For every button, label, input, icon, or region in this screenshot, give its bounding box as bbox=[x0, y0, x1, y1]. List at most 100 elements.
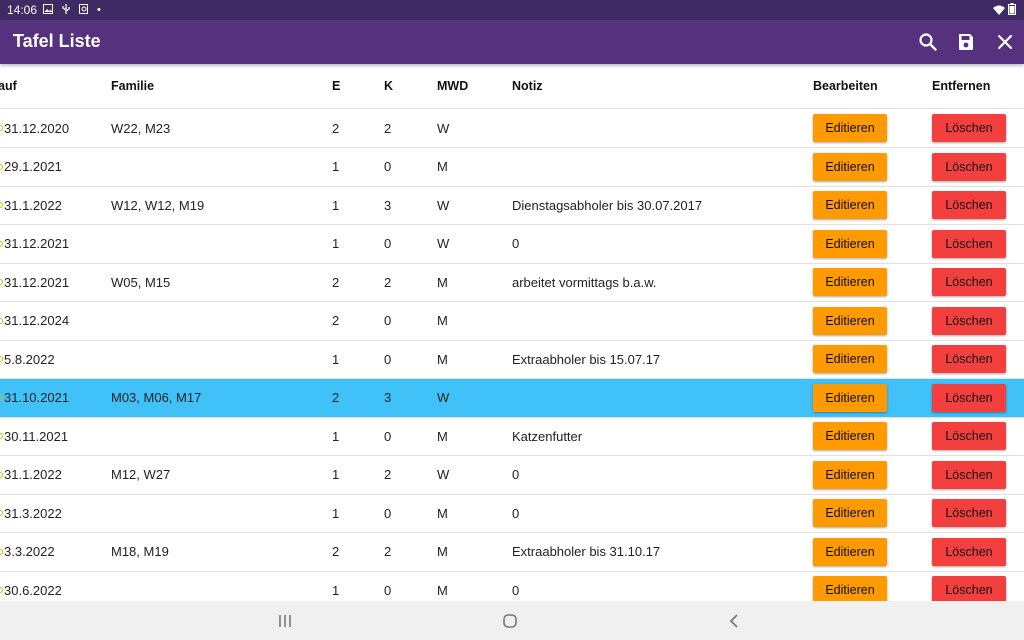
delete-button[interactable]: Löschen bbox=[932, 460, 1006, 489]
status-time: 14:06 bbox=[7, 3, 38, 17]
table-row[interactable]: 31.3.2022 1 0 M 0 Editieren Löschen bbox=[0, 494, 1024, 533]
row-e: 1 bbox=[332, 351, 340, 367]
row-familie: M18, M19 bbox=[111, 544, 169, 559]
row-lauf: 29.1.2021 bbox=[0, 148, 62, 186]
delete-button[interactable]: Löschen bbox=[932, 268, 1006, 296]
edit-button[interactable]: Editieren bbox=[813, 460, 887, 489]
delete-button[interactable]: Löschen bbox=[932, 576, 1006, 601]
row-lauf-text: 31.1.2022 bbox=[4, 467, 62, 482]
status-bar: 14:06 • bbox=[0, 0, 1024, 20]
row-mwd: M bbox=[437, 159, 448, 174]
close-icon[interactable] bbox=[995, 32, 1015, 52]
row-lauf-text: 30.6.2022 bbox=[4, 582, 62, 598]
row-edit-cell: Editieren bbox=[813, 340, 887, 378]
delete-button[interactable]: Löschen bbox=[932, 537, 1006, 566]
status-dot-icon bbox=[0, 356, 3, 362]
row-k: 0 bbox=[384, 351, 392, 367]
table-row[interactable]: 31.12.2024 2 0 M Editieren Löschen bbox=[0, 302, 1024, 341]
row-lauf-text: 31.12.2024 bbox=[4, 313, 70, 328]
status-dot-icon bbox=[0, 240, 3, 247]
table-row[interactable]: 30.6.2022 1 0 M 0 Editieren Löschen bbox=[0, 571, 1024, 601]
row-delete-cell: Löschen bbox=[932, 263, 1006, 301]
delete-button[interactable]: Löschen bbox=[932, 345, 1006, 373]
row-lauf-text: 31.3.2022 bbox=[4, 505, 62, 521]
edit-button[interactable]: Editieren bbox=[813, 114, 887, 142]
row-edit-cell: Editieren bbox=[813, 494, 887, 532]
row-delete-cell: Löschen bbox=[932, 379, 1006, 417]
system-nav-bar bbox=[0, 601, 1024, 640]
row-e: 1 bbox=[332, 197, 340, 213]
delete-button[interactable]: Löschen bbox=[932, 306, 1006, 335]
row-delete-cell: Löschen bbox=[932, 494, 1006, 532]
delete-button[interactable]: Löschen bbox=[932, 191, 1006, 219]
delete-button[interactable]: Löschen bbox=[932, 383, 1006, 412]
edit-button[interactable]: Editieren bbox=[813, 229, 887, 258]
delete-button[interactable]: Löschen bbox=[932, 114, 1006, 142]
table-row[interactable]: 3.3.2022 M18, M19 2 2 M Extraabholer bis 31.1… bbox=[0, 533, 1024, 572]
search-icon[interactable] bbox=[918, 32, 938, 52]
row-delete-cell: Löschen bbox=[932, 109, 1006, 147]
edit-button[interactable]: Editieren bbox=[813, 383, 887, 412]
row-mwd: M bbox=[437, 505, 448, 521]
delete-button[interactable]: Löschen bbox=[932, 422, 1006, 450]
edit-button[interactable]: Editieren bbox=[813, 345, 887, 373]
delete-button[interactable]: Löschen bbox=[932, 229, 1006, 258]
family-table: auf Familie E K MWD Notiz Bearbeiten Ent… bbox=[0, 64, 1024, 601]
screenshot-icon bbox=[79, 4, 88, 14]
row-familie: M03, M06, M17 bbox=[111, 390, 202, 405]
table-row[interactable]: 29.1.2021 1 0 M Editieren Löschen bbox=[0, 148, 1024, 187]
page-title: Tafel Liste bbox=[13, 31, 101, 51]
status-dot-icon bbox=[0, 163, 3, 170]
header-lauf[interactable]: auf bbox=[0, 79, 17, 93]
row-e: 1 bbox=[332, 505, 340, 521]
row-familie: W12, W12, M19 bbox=[111, 197, 205, 213]
row-mwd: M bbox=[437, 428, 448, 444]
recent-apps-icon[interactable] bbox=[277, 613, 293, 629]
table-row[interactable]: 31.12.2021 1 0 W 0 Editieren Löschen bbox=[0, 225, 1024, 264]
edit-button[interactable]: Editieren bbox=[813, 268, 887, 296]
edit-button[interactable]: Editieren bbox=[813, 576, 887, 601]
table-row[interactable]: 31.1.2022 W12, W12, M19 1 3 W Dienstagsabhole… bbox=[0, 186, 1024, 225]
row-familie: W22, M23 bbox=[111, 120, 171, 136]
row-edit-cell: Editieren bbox=[813, 148, 887, 186]
row-edit-cell: Editieren bbox=[813, 379, 887, 417]
table-row[interactable]: 31.12.2020 W22, M23 2 2 W Editieren Löschen bbox=[0, 109, 1024, 148]
table-row[interactable]: 31.10.2021 M03, M06, M17 2 3 W Editieren Lösch… bbox=[0, 378, 1024, 418]
header-mwd[interactable]: MWD bbox=[437, 79, 469, 93]
row-mwd: M bbox=[437, 274, 448, 290]
row-edit-cell: Editieren bbox=[813, 225, 887, 263]
delete-button[interactable]: Löschen bbox=[932, 152, 1006, 181]
row-lauf: 30.6.2022 bbox=[0, 571, 62, 601]
edit-button[interactable]: Editieren bbox=[813, 152, 887, 181]
edit-button[interactable]: Editieren bbox=[813, 422, 887, 450]
row-k: 2 bbox=[384, 120, 392, 136]
row-mwd: W bbox=[437, 467, 450, 482]
table-row[interactable]: 5.8.2022 1 0 M Extraabholer bis 15.07.17 Edit… bbox=[0, 340, 1024, 379]
edit-button[interactable]: Editieren bbox=[813, 537, 887, 566]
edit-button[interactable]: Editieren bbox=[813, 191, 887, 219]
row-delete-cell: Löschen bbox=[932, 340, 1006, 378]
header-e[interactable]: E bbox=[332, 79, 341, 93]
row-mwd: W bbox=[437, 120, 450, 136]
header-familie[interactable]: Familie bbox=[111, 79, 155, 93]
table-row[interactable]: 31.1.2022 M12, W27 1 2 W 0 Editieren Löschen bbox=[0, 456, 1024, 495]
table-row[interactable]: 30.11.2021 1 0 M Katzenfutter Editieren Lösche… bbox=[0, 417, 1024, 456]
status-dot-icon bbox=[0, 433, 3, 439]
back-icon[interactable] bbox=[727, 613, 743, 629]
app-bar: Tafel Liste bbox=[0, 20, 1024, 64]
header-k[interactable]: K bbox=[384, 79, 394, 93]
delete-button[interactable]: Löschen bbox=[932, 499, 1006, 527]
row-k: 0 bbox=[384, 505, 392, 521]
header-notiz[interactable]: Notiz bbox=[512, 79, 543, 93]
row-familie: W05, M15 bbox=[111, 274, 171, 290]
row-lauf: 3.3.2022 bbox=[0, 533, 55, 571]
home-icon[interactable] bbox=[502, 613, 518, 629]
row-lauf-text: 31.12.2020 bbox=[4, 120, 70, 136]
save-icon[interactable] bbox=[956, 32, 976, 52]
status-dot-icon bbox=[0, 548, 3, 555]
row-lauf-text: 30.11.2021 bbox=[4, 428, 69, 444]
edit-button[interactable]: Editieren bbox=[813, 499, 887, 527]
row-lauf: 31.12.2021 bbox=[0, 225, 69, 263]
edit-button[interactable]: Editieren bbox=[813, 306, 887, 335]
